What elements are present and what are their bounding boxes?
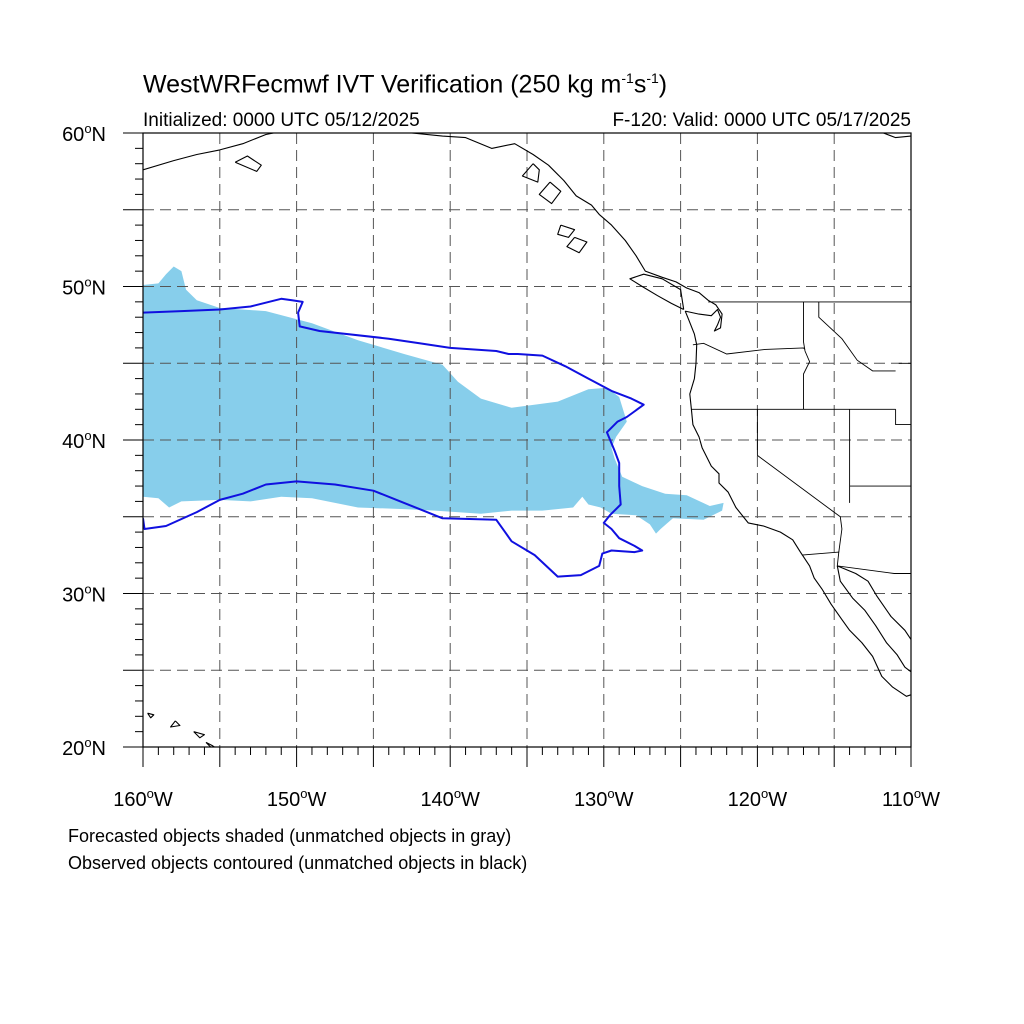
observed-ivt-contour <box>143 297 645 578</box>
coastline <box>143 133 274 171</box>
hemisphere: N <box>92 738 106 760</box>
init-time-subtitle: Initialized: 0000 UTC 05/12/2025 <box>143 110 420 131</box>
degree-symbol: o <box>761 786 768 801</box>
hemisphere: W <box>307 789 326 811</box>
coastline <box>234 155 262 172</box>
coastline <box>193 731 205 739</box>
coastline <box>538 181 562 205</box>
gridlines <box>143 133 911 747</box>
coastline <box>521 163 540 183</box>
coastline <box>883 133 911 139</box>
forecast-ivt-object <box>143 266 724 534</box>
hemisphere: N <box>92 278 106 300</box>
political-border <box>818 301 896 372</box>
coastline <box>411 133 723 332</box>
degree-symbol: o <box>147 786 154 801</box>
coastline <box>557 224 576 238</box>
axis-labels: 60oN 50oN 40oN 30oN 20oN 160oW 150oW 140oW 130oW… <box>62 121 940 811</box>
political-border <box>801 551 911 574</box>
title-sup1: -1 <box>621 70 634 86</box>
hemisphere: W <box>461 789 480 811</box>
political-border <box>756 409 843 553</box>
political-border <box>803 301 811 410</box>
forecast-layer <box>143 266 724 534</box>
coastline <box>684 310 911 697</box>
lon-label: 130oW <box>574 786 634 811</box>
lat-label: 50oN <box>62 275 106 300</box>
degree-symbol: o <box>84 428 91 443</box>
degree-symbol: o <box>607 786 614 801</box>
coastline <box>566 236 588 254</box>
degree-symbol: o <box>84 121 91 136</box>
lon-label: 120oW <box>728 786 788 811</box>
coastline <box>629 273 685 310</box>
coastline <box>205 741 216 747</box>
hemisphere: W <box>154 789 173 811</box>
lat-label: 30oN <box>62 582 106 607</box>
degree-symbol: o <box>84 735 91 750</box>
observed-layer <box>143 297 645 578</box>
coastline <box>170 720 181 728</box>
chart-title: WestWRFecmwf IVT Verification (250 kg m-… <box>143 70 667 99</box>
degree-symbol: o <box>914 786 921 801</box>
political-border <box>692 342 806 355</box>
lon-label: 160oW <box>113 786 173 811</box>
geography <box>143 133 911 747</box>
lat-label: 40oN <box>62 428 106 453</box>
hemisphere: N <box>92 124 106 146</box>
hemisphere: W <box>921 789 940 811</box>
title-sup2: -1 <box>646 70 659 86</box>
title-end: ) <box>658 70 668 99</box>
hemisphere: W <box>768 789 787 811</box>
degree-symbol: o <box>454 786 461 801</box>
coastline <box>147 712 155 719</box>
lon-label: 110oW <box>882 786 940 811</box>
coastline <box>837 565 911 640</box>
title-mid: s <box>633 70 647 99</box>
valid-time-subtitle: F-120: Valid: 0000 UTC 05/17/2025 <box>612 110 911 131</box>
plot-frame <box>123 132 912 767</box>
lon-label: 150oW <box>267 786 327 811</box>
lon-label: 140oW <box>420 786 480 811</box>
degree-symbol: o <box>300 786 307 801</box>
hemisphere: N <box>92 585 106 607</box>
degree-symbol: o <box>84 582 91 597</box>
lat-label: 20oN <box>62 735 106 760</box>
lat-label: 60oN <box>62 121 106 146</box>
political-border <box>895 362 911 426</box>
hemisphere: W <box>615 789 634 811</box>
footnote-observed: Observed objects contoured (unmatched ob… <box>68 853 528 873</box>
footnote-forecast: Forecasted objects shaded (unmatched obj… <box>68 826 512 846</box>
title-main: WestWRFecmwf IVT Verification (250 kg m <box>143 70 622 99</box>
coastline <box>836 565 911 673</box>
hemisphere: N <box>92 431 106 453</box>
degree-symbol: o <box>84 275 91 290</box>
